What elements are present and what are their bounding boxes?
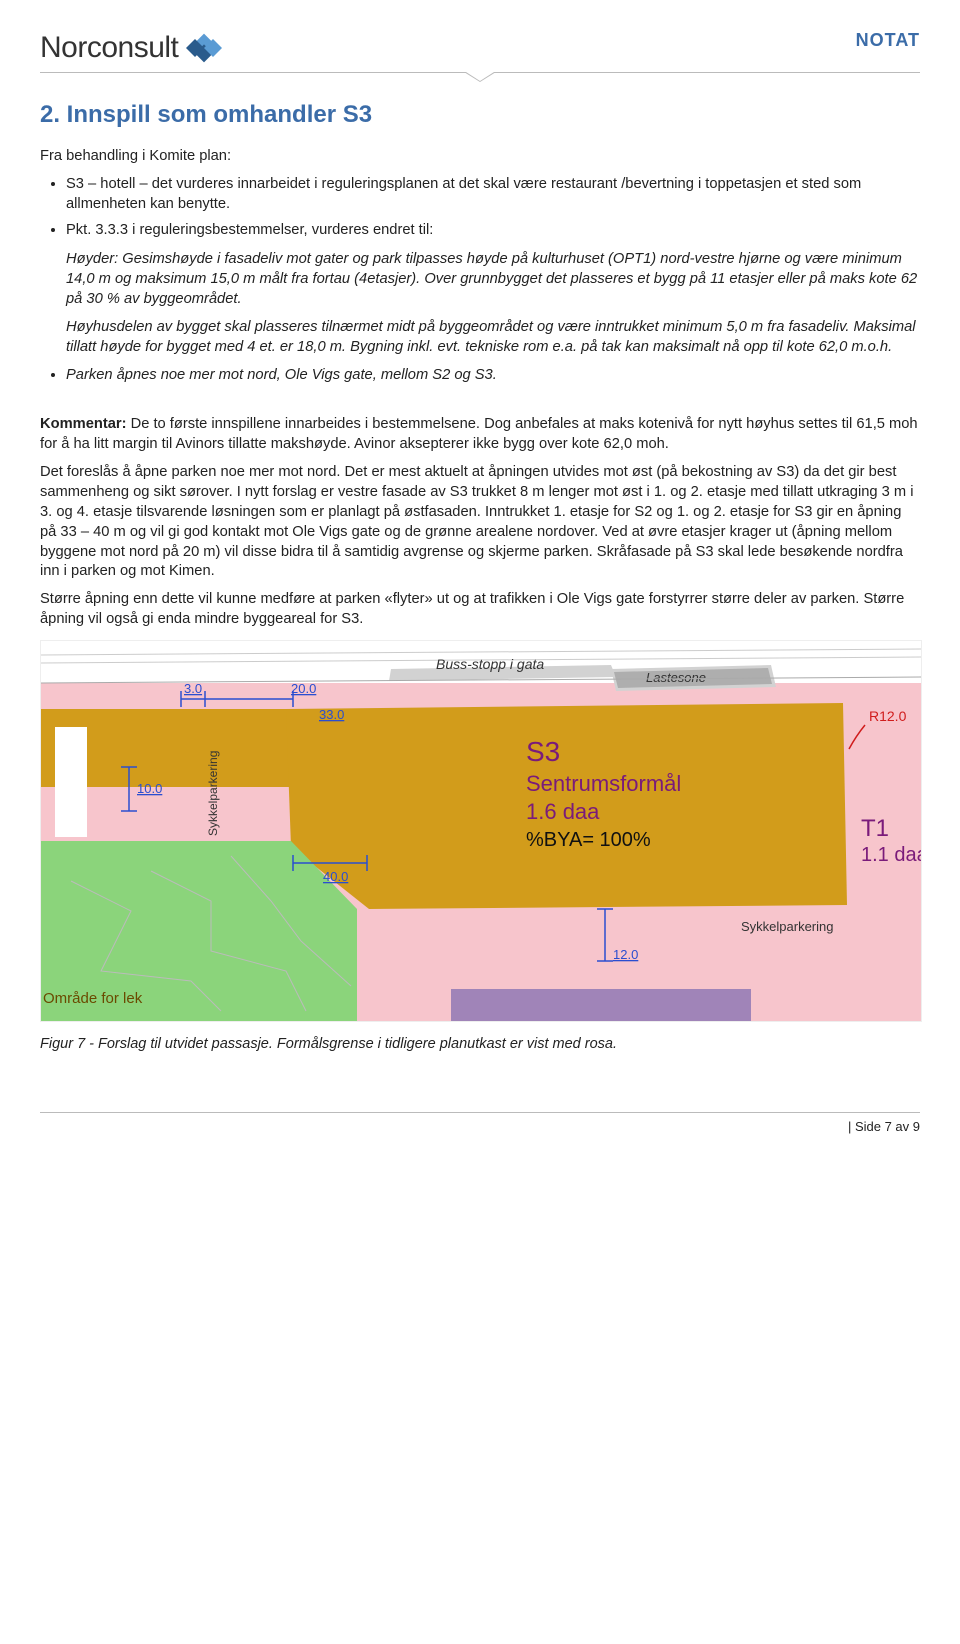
dim-12-0: 12.0 <box>613 947 638 962</box>
s3-sub1: Sentrumsformål <box>526 771 681 796</box>
kommentar-paragraph: Kommentar: De to første innspillene inna… <box>40 415 920 455</box>
logo: Norconsult <box>40 30 222 66</box>
figure-caption: Figur 7 - Forslag til utvidet passasje. … <box>40 1036 920 1052</box>
kommentar-label: Kommentar: <box>40 416 127 432</box>
lastesone-label: Lastesone <box>646 670 706 685</box>
bullet-list-bottom: Parken åpnes noe mer mot nord, Ole Vigs … <box>40 366 920 386</box>
intro-text: Fra behandling i Komite plan: <box>40 147 920 167</box>
bullet-item: S3 – hotell – det vurderes innarbeidet i… <box>66 175 920 215</box>
r12-label: R12.0 <box>869 708 907 724</box>
omrade-label: Område for lek <box>43 990 143 1007</box>
dim-33-0: 33.0 <box>319 707 344 722</box>
logo-icon <box>186 30 222 66</box>
dim-10-0: 10.0 <box>137 781 162 796</box>
diagram-svg: Lastesone Buss-stopp i gata <box>41 641 921 1021</box>
dim-40-0: 40.0 <box>323 869 348 884</box>
s3-sub3: %BYA= 100% <box>526 829 651 851</box>
bullet-item: Parken åpnes noe mer mot nord, Ole Vigs … <box>66 366 920 386</box>
page: Norconsult NOTAT 2. Innspill som omhandl… <box>0 0 960 1164</box>
section-title: 2. Innspill som omhandler S3 <box>40 101 920 129</box>
bus-stop-label: Buss-stopp i gata <box>436 656 544 672</box>
header-arrow <box>464 72 496 82</box>
s3-title: S3 <box>526 736 560 767</box>
bullet-list-top: S3 – hotell – det vurderes innarbeidet i… <box>40 175 920 241</box>
footer-text: | Side 7 av 9 <box>848 1119 920 1134</box>
plan-diagram: Lastesone Buss-stopp i gata <box>40 640 922 1022</box>
sykkel-right-label: Sykkelparkering <box>741 919 834 934</box>
dim-20-0: 20.0 <box>291 681 316 696</box>
header: Norconsult NOTAT <box>40 30 920 73</box>
sykkel-left-label: Sykkelparkering <box>206 751 220 836</box>
body-paragraph: Det foreslås å åpne parken noe mer mot n… <box>40 463 920 582</box>
notat-label: NOTAT <box>856 30 920 51</box>
dim-3-0: 3.0 <box>184 681 202 696</box>
t1-title: T1 <box>861 815 889 842</box>
logo-text: Norconsult <box>40 31 178 65</box>
italic-paragraph: Høyhusdelen av bygget skal plasseres til… <box>66 318 920 358</box>
bullet-item: Pkt. 3.3.3 i reguleringsbestemmelser, vu… <box>66 221 920 241</box>
italic-paragraph: Høyder: Gesimshøyde i fasadeliv mot gate… <box>66 250 920 310</box>
body-paragraph: Større åpning enn dette vil kunne medfør… <box>40 590 920 630</box>
t1-sub: 1.1 daa <box>861 844 921 866</box>
kommentar-body: De to første innspillene innarbeides i b… <box>40 416 918 452</box>
footer: | Side 7 av 9 <box>40 1112 920 1134</box>
s3-sub2: 1.6 daa <box>526 799 600 824</box>
